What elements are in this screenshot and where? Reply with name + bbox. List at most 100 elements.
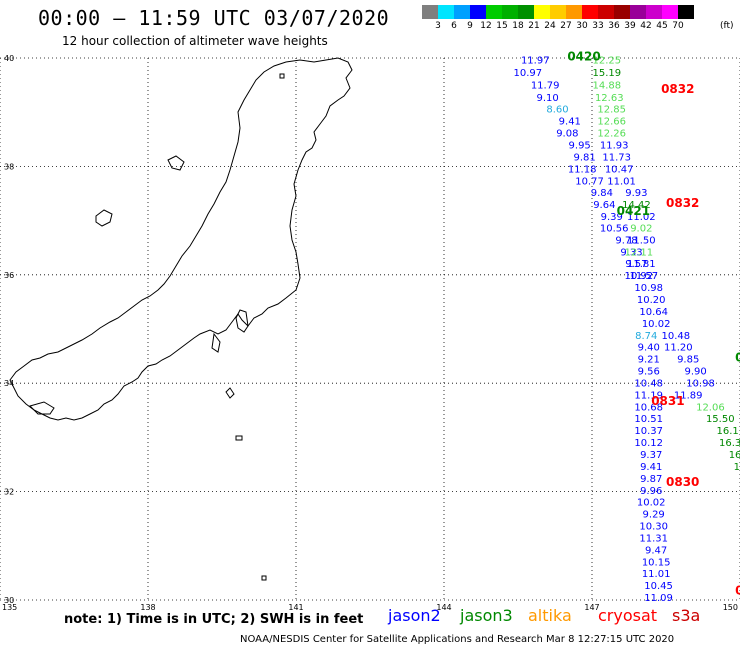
colorbar-swatch	[630, 5, 646, 19]
wave-height-label: 11.89	[674, 390, 703, 401]
colorbar-swatch	[454, 5, 470, 19]
izu-island-3	[261, 575, 267, 581]
colorbar-tick-label: 6	[451, 21, 457, 31]
wave-height-label: 9.85	[677, 355, 699, 366]
wave-height-label: 9.41	[559, 117, 581, 128]
wave-height-label: 9.08	[556, 129, 578, 140]
wave-height-label: 9.93	[625, 188, 647, 199]
latitude-tick-label: 32	[4, 488, 14, 497]
colorbar-tick-label: 15	[496, 21, 508, 31]
colorbar-swatch	[438, 5, 454, 19]
wave-height-label: 11.01	[607, 176, 636, 187]
colorbar-swatch	[646, 5, 662, 19]
pass-time-label: 0420	[567, 50, 600, 64]
map-subtitle: 12 hour collection of altimeter wave hei…	[62, 34, 328, 48]
legend-entry-jason2: jason2	[388, 606, 441, 625]
wave-height-label: 10.92	[625, 271, 654, 282]
wave-height-label: 10.30	[639, 522, 668, 533]
colorbar-tick-label: 39	[624, 21, 636, 31]
wave-height-label: 10.64	[639, 307, 668, 318]
wave-height-colorbar	[422, 5, 694, 19]
wave-height-label: 10.77	[575, 176, 604, 187]
wave-height-label: 8.60	[546, 105, 568, 116]
wave-height-label: 12.25	[592, 55, 621, 66]
wave-height-label: 9.41	[640, 462, 662, 473]
wave-height-label: 12.26	[597, 129, 626, 140]
wave-height-label: 10.97	[514, 68, 543, 79]
wave-height-label: 15	[734, 462, 740, 473]
wave-height-label: 12.85	[597, 105, 626, 116]
latitude-tick-label: 36	[4, 271, 14, 280]
wave-height-label: 9.90	[684, 367, 706, 378]
colorbar-tick-label: 36	[608, 21, 620, 31]
colorbar-swatch	[598, 5, 614, 19]
wave-height-label: 11.31	[639, 533, 668, 544]
honshu-coastline	[9, 57, 353, 421]
colorbar-tick-label: 9	[467, 21, 473, 31]
pass-time-label: 0832	[661, 82, 694, 96]
wave-height-label: 15.19	[592, 68, 621, 79]
wave-height-label: 16	[729, 450, 740, 461]
wave-height-label: 11.79	[531, 80, 560, 91]
pass-time-label: 0831	[651, 394, 684, 408]
pass-time-label: 08	[735, 584, 740, 598]
wave-height-label: 9.56	[638, 367, 660, 378]
colorbar-swatch	[422, 5, 438, 19]
wave-height-label: 9.87	[640, 474, 662, 485]
colorbar-swatch	[614, 5, 630, 19]
oshima	[279, 73, 285, 79]
colorbar-tick-label: 21	[528, 21, 540, 31]
wave-height-label: 11.73	[602, 152, 631, 163]
credit-line: NOAA/NESDIS Center for Satellite Applica…	[240, 634, 675, 645]
wave-height-label: 9.40	[638, 343, 660, 354]
wave-height-label: 10.12	[634, 438, 663, 449]
latitude-tick-label: 38	[4, 162, 14, 171]
wave-height-label: 9.29	[643, 510, 665, 521]
colorbar-tick-label: 3	[435, 21, 441, 31]
legend-entry-jason3: jason3	[460, 606, 513, 625]
wave-height-label: 11.09	[644, 593, 673, 604]
wave-height-label: 11.97	[521, 55, 550, 66]
longitude-tick-label: 138	[140, 603, 155, 612]
wave-height-label: 16.1	[717, 426, 739, 437]
wave-height-label: 10.02	[637, 498, 666, 509]
pass-time-label: 0832	[666, 196, 699, 210]
wave-height-label: 11.18	[568, 164, 597, 175]
lat-lon-grid	[0, 57, 740, 601]
colorbar-swatch	[662, 5, 678, 19]
colorbar-tick-label: 18	[512, 21, 524, 31]
colorbar-swatch	[518, 5, 534, 19]
wave-height-label: 11.01	[642, 569, 671, 580]
longitude-tick-label: 135	[2, 603, 17, 612]
colorbar-swatch	[534, 5, 550, 19]
latitude-tick-label: 30	[4, 596, 14, 605]
wave-height-label: 12.63	[595, 93, 624, 104]
wave-height-label: 14.88	[592, 80, 621, 91]
wave-height-label: 16.3	[719, 438, 740, 449]
longitude-tick-label: 150	[723, 603, 738, 612]
wave-height-labels: 11.9710.9711.799.108.609.419.089.959.811…	[514, 55, 740, 604]
legend-entry-s3a: s3a	[672, 606, 701, 625]
wave-height-label: 12.66	[597, 117, 626, 128]
legend-entry-cryosat: cryosat	[598, 606, 658, 625]
sado-island	[167, 155, 185, 171]
wave-height-label: 11.19	[634, 390, 663, 401]
colorbar-swatch	[470, 5, 486, 19]
pass-time-label: 0	[735, 351, 740, 365]
wave-height-label: 10.37	[634, 426, 663, 437]
footnote: note: 1) Time is in UTC; 2) SWH is in fe…	[64, 612, 364, 627]
japan-coastline	[9, 57, 353, 581]
wave-height-label: 11.02	[627, 212, 656, 223]
colorbar-tick-label: 30	[576, 21, 588, 31]
wave-height-label: 9.64	[593, 200, 615, 211]
noto-area	[95, 209, 113, 227]
pass-time-labels: 0420 0832 0832 0421 0 0831 0830 08	[567, 50, 740, 598]
colorbar-swatch	[566, 5, 582, 19]
wave-height-label: 9.81	[573, 152, 595, 163]
wave-height-label: 10.02	[642, 319, 671, 330]
colorbar-tick-label: 27	[560, 21, 572, 31]
colorbar-swatch	[582, 5, 598, 19]
wave-height-label: 9.21	[638, 355, 660, 366]
pass-time-label: 0830	[666, 475, 699, 489]
